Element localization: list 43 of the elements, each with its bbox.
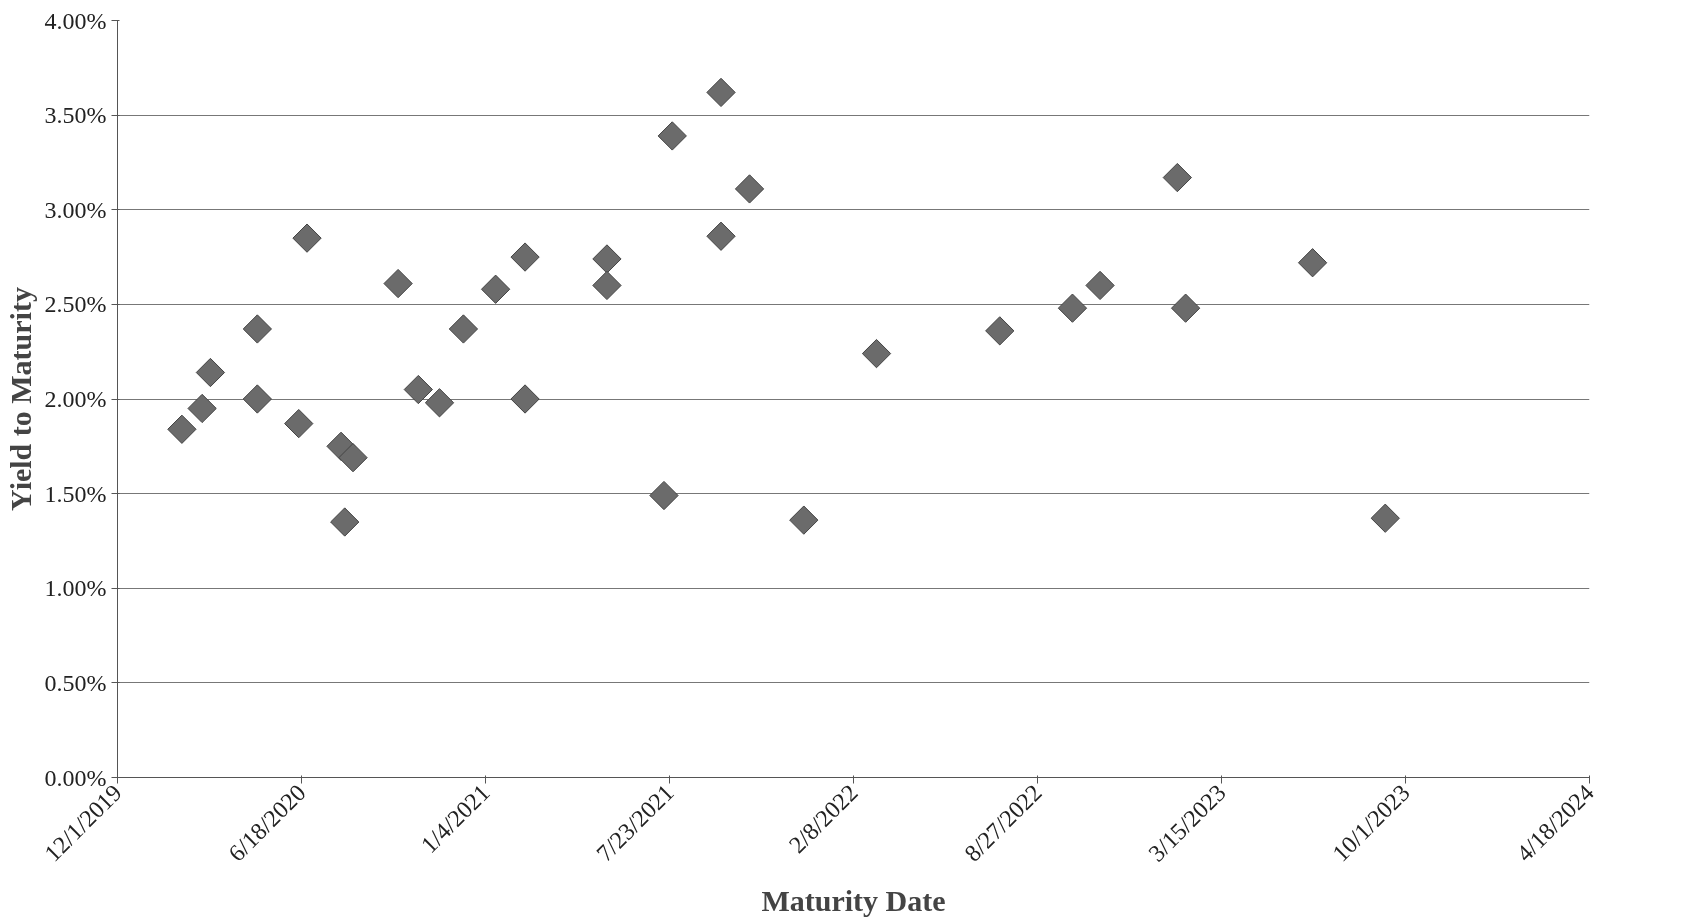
point	[480, 274, 511, 304]
point	[383, 268, 413, 299]
point	[1297, 248, 1328, 278]
y-tick-label: 4.00%	[44, 7, 107, 34]
point	[706, 221, 736, 251]
point	[649, 480, 679, 511]
y-tick-label: 1.00%	[44, 575, 107, 602]
point	[706, 77, 736, 108]
point	[789, 505, 819, 535]
point	[424, 388, 455, 418]
y-tick-label: 2.50%	[44, 291, 107, 318]
point	[167, 414, 197, 444]
point	[1085, 270, 1115, 301]
y-tick-label: 0.00%	[44, 764, 107, 791]
point	[510, 242, 540, 272]
point	[242, 314, 272, 344]
point	[1162, 162, 1192, 193]
point	[448, 314, 479, 344]
y-tick-label: 3.50%	[44, 102, 107, 129]
point	[1057, 293, 1088, 323]
y-tick-label: 0.50%	[44, 669, 107, 696]
point	[292, 223, 322, 253]
point	[592, 244, 622, 274]
point	[1370, 503, 1400, 533]
point	[657, 121, 687, 151]
y-tick-label: 1.50%	[44, 480, 107, 507]
point	[242, 384, 272, 414]
point	[861, 338, 892, 369]
y-tick-label: 3.00%	[44, 196, 107, 223]
point	[592, 270, 622, 301]
point	[330, 507, 360, 537]
point	[403, 374, 433, 405]
point	[187, 393, 217, 424]
y-tick-label: 2.00%	[44, 386, 107, 412]
point	[734, 174, 765, 204]
point	[338, 443, 368, 473]
x-axis-title: Maturity Date	[761, 883, 946, 917]
point	[284, 408, 314, 439]
point	[985, 316, 1015, 346]
point	[195, 357, 226, 388]
point	[510, 384, 540, 414]
y-axis-title: Yield to Maturity	[3, 287, 37, 511]
point	[1170, 293, 1201, 323]
